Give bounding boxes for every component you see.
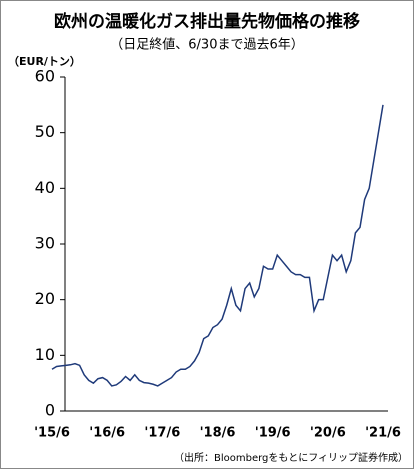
x-tick-label: '21/6	[365, 426, 401, 441]
x-tick-label: '15/6	[34, 426, 70, 441]
y-axis-label: （EUR/トン）	[8, 55, 81, 68]
y-tick-label: 0	[45, 401, 55, 420]
line	[51, 104, 384, 387]
x-tick-label: '18/6	[200, 426, 236, 441]
x-tick-label: '16/6	[89, 426, 125, 441]
y-tick-label: 30	[35, 234, 55, 253]
x-tick-label: '17/6	[144, 426, 180, 441]
y-tick-label: 60	[35, 67, 55, 86]
y-tick-label: 20	[35, 289, 55, 308]
y-tick-label: 50	[35, 122, 55, 141]
chart-subtitle: （日足終値、6/30まで過去6年）	[110, 37, 303, 53]
x-tick-label: '19/6	[255, 426, 291, 441]
source-note: （出所：Bloombergをもとにフィリップ証券作成）	[174, 451, 408, 464]
y-tick-label: 40	[35, 178, 55, 197]
x-tick-label: '20/6	[310, 426, 346, 441]
chart-title: 欧州の温暖化ガス排出量先物価格の推移	[54, 11, 360, 32]
y-tick-label: 10	[35, 345, 55, 364]
